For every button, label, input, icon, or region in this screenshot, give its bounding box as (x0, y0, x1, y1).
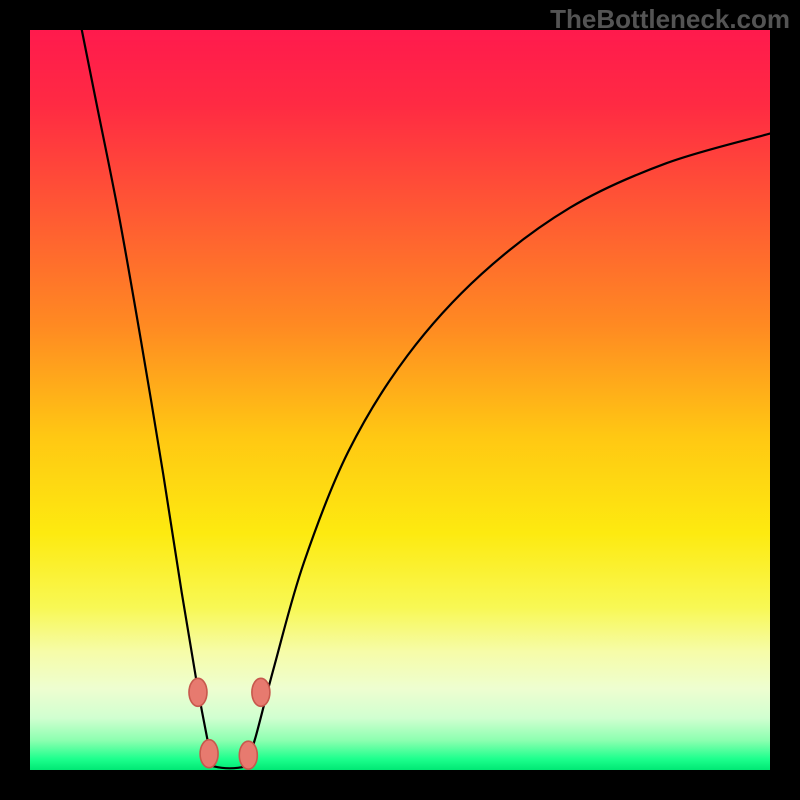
curve-marker (252, 678, 270, 706)
watermark-text: TheBottleneck.com (550, 4, 790, 35)
curve-marker (239, 741, 257, 769)
bottleneck-chart (0, 0, 800, 800)
plot-background (30, 30, 770, 770)
curve-marker (200, 740, 218, 768)
curve-marker (189, 678, 207, 706)
